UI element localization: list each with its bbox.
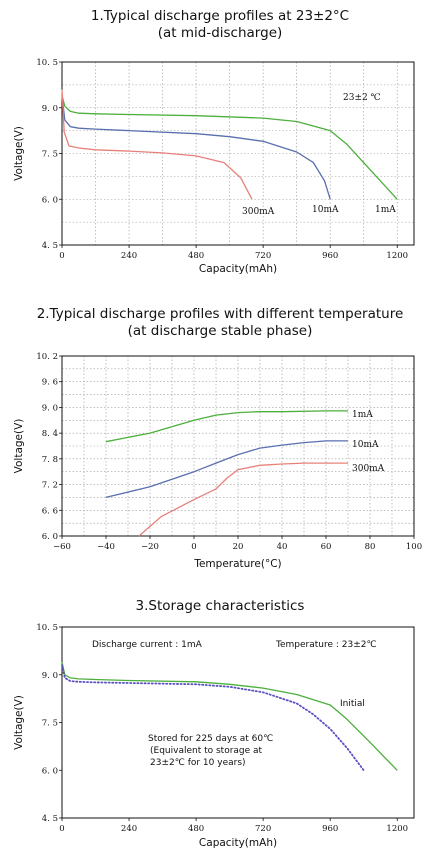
x-tick-label: −60 — [53, 542, 71, 552]
y-tick-label: 9. 0 — [42, 104, 58, 114]
x-tick-label: 720 — [255, 824, 271, 834]
series-line-stored-for-225-days-at-60- — [61, 664, 365, 772]
x-tick-label: 240 — [121, 251, 137, 261]
y-tick-label: 7. 5 — [42, 150, 58, 160]
series-label: 10mA — [312, 205, 339, 215]
x-tick-label: 0 — [191, 542, 196, 552]
y-tick-label: 7. 5 — [42, 719, 58, 729]
y-axis-label: Voltage(V) — [13, 419, 25, 474]
x-tick-label: 100 — [406, 542, 422, 552]
plot-frame — [61, 626, 415, 819]
x-tick-label: 40 — [277, 542, 288, 552]
series-label: 1mA — [375, 205, 396, 215]
y-tick-label: 4. 5 — [42, 241, 58, 251]
x-tick-label: 1200 — [386, 824, 408, 834]
series-line-10ma — [61, 95, 331, 200]
x-tick-label: 960 — [322, 251, 338, 261]
y-tick-label: 6. 0 — [42, 766, 58, 776]
annotation-text: Stored for 225 days at 60℃ — [148, 734, 273, 744]
x-tick-label: 480 — [188, 251, 204, 261]
x-axis-label: Capacity(mAh) — [199, 263, 277, 275]
y-tick-label: 9. 0 — [42, 403, 58, 413]
x-tick-label: 720 — [255, 251, 271, 261]
annotation-text: Temperature : 23±2℃ — [275, 640, 377, 650]
chart1-discharge-profiles: 0 240 480 720 960 1200 4. 5 6. 0 7. 5 9. 0 10. 5 Ca… — [13, 58, 415, 275]
y-tick-label: 10. 5 — [36, 623, 58, 633]
annotation-text: 23±2 ℃ — [343, 93, 381, 103]
chart2-temperature-profiles: −60 −40 −20 0 20 40 60 80 100 6. 0 6. 6 7. 2 7. 8 8. … — [13, 352, 422, 570]
series-label: 300mA — [242, 207, 275, 217]
y-tick-label: 6. 0 — [42, 195, 58, 205]
annotation-text: 23±2℃ for 10 years) — [150, 758, 246, 768]
y-tick-label: 9. 6 — [42, 378, 58, 388]
y-axis-label: Voltage(V) — [13, 126, 25, 181]
y-tick-label: 10. 2 — [36, 352, 58, 362]
x-axis-label: Capacity(mAh) — [199, 837, 277, 849]
chart1-title: 1.Typical discharge profiles at 23±2°C — [90, 8, 350, 24]
y-tick-label: 8. 4 — [42, 429, 58, 439]
chart2-subtitle: (at discharge stable phase) — [127, 323, 313, 339]
series-line-1ma — [61, 95, 398, 200]
chart1-subtitle: (at mid-discharge) — [157, 25, 283, 41]
series-label: 10mA — [352, 440, 379, 450]
x-tick-label: −20 — [141, 542, 159, 552]
y-tick-label: 6. 0 — [42, 532, 58, 542]
x-tick-label: 960 — [322, 824, 338, 834]
series-label: 1mA — [352, 410, 373, 420]
y-tick-label: 7. 8 — [42, 455, 58, 465]
x-tick-label: 60 — [321, 542, 332, 552]
chart3-title: 3.Storage characteristics — [135, 598, 305, 614]
x-axis-label: Temperature(°C) — [193, 558, 281, 570]
x-tick-label: 0 — [59, 251, 64, 261]
series-label: 300mA — [352, 464, 385, 474]
series-line-10ma — [105, 440, 348, 499]
annotation-text: Discharge current : 1mA — [92, 640, 203, 650]
annotation-text: (Equivalent to storage at — [150, 746, 263, 756]
y-axis-label: Voltage(V) — [13, 695, 25, 750]
y-tick-label: 6. 6 — [42, 506, 58, 516]
y-tick-label: 7. 2 — [42, 481, 58, 491]
x-tick-label: 480 — [188, 824, 204, 834]
annotation-text: Initial — [340, 699, 365, 709]
x-tick-label: 80 — [365, 542, 376, 552]
series-line-300ma — [61, 89, 253, 200]
series-line-1ma — [105, 410, 348, 443]
series-line-initial — [61, 661, 398, 771]
chart2-title: 2.Typical discharge profiles with differ… — [36, 306, 404, 322]
series-line-300ma — [138, 462, 348, 537]
x-tick-label: 240 — [121, 824, 137, 834]
x-tick-label: 0 — [59, 824, 64, 834]
x-tick-label: 20 — [233, 542, 244, 552]
y-tick-label: 4. 5 — [42, 814, 58, 824]
y-tick-label: 10. 5 — [36, 58, 58, 68]
x-tick-label: 1200 — [386, 251, 408, 261]
y-tick-label: 9. 0 — [42, 671, 58, 681]
x-tick-label: −40 — [97, 542, 115, 552]
